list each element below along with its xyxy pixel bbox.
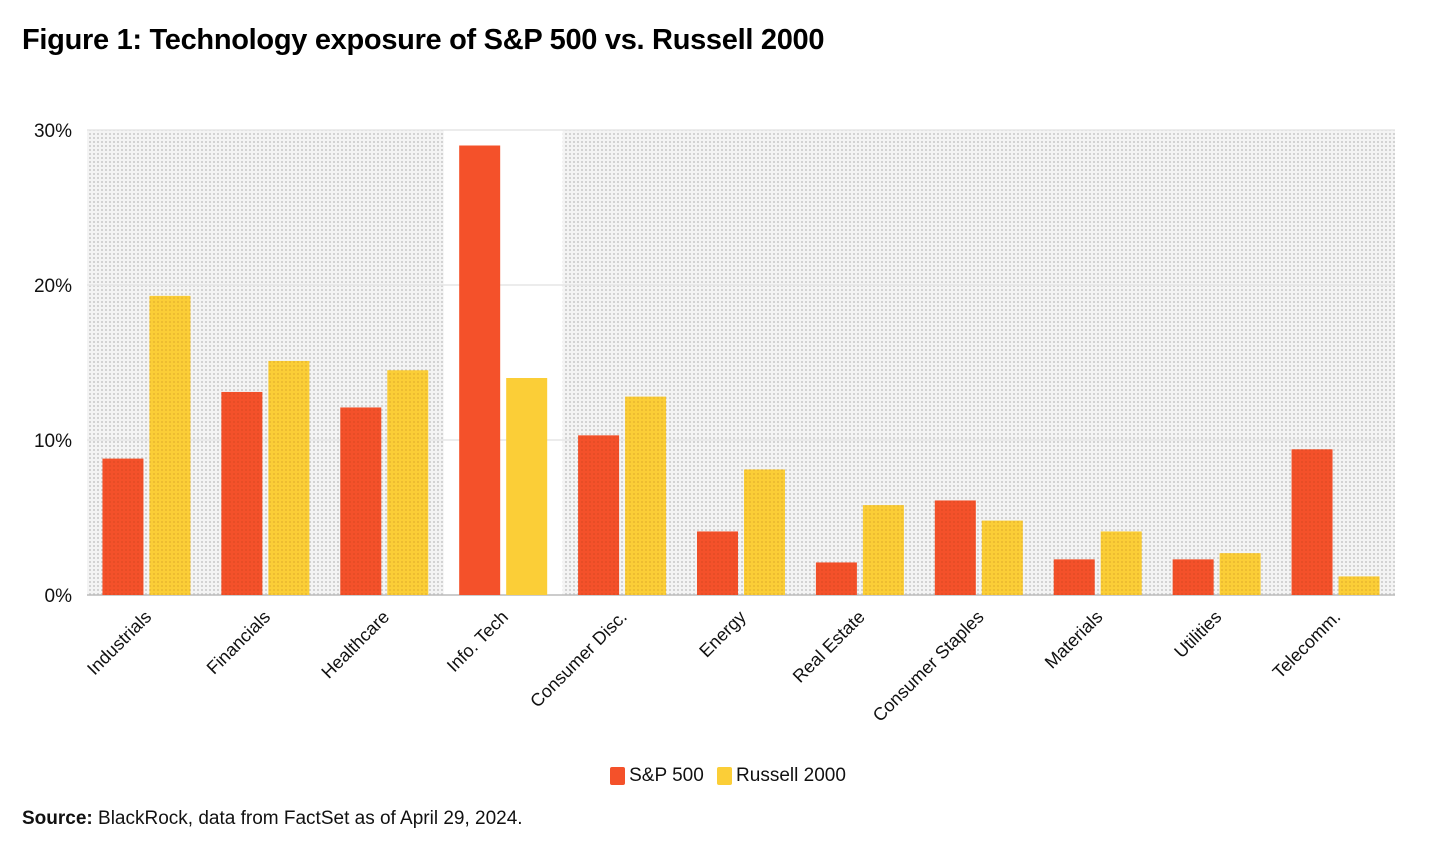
legend-item-sp500: S&P 500 bbox=[610, 765, 704, 787]
bar-texture bbox=[744, 469, 785, 595]
source-label: Source: bbox=[22, 808, 93, 829]
bar-texture bbox=[268, 360, 310, 595]
bar-texture bbox=[1100, 531, 1142, 595]
x-tick-label: Energy bbox=[695, 607, 749, 661]
x-tick-label: Real Estate bbox=[789, 607, 869, 687]
bar-texture bbox=[340, 407, 382, 595]
bar-russell2000 bbox=[506, 378, 548, 595]
x-tick-label: Consumer Staples bbox=[869, 607, 988, 726]
legend: S&P 500 Russell 2000 bbox=[0, 765, 1456, 791]
bar-texture bbox=[862, 505, 904, 595]
bar-texture bbox=[625, 396, 667, 595]
chart-title: Figure 1: Technology exposure of S&P 500… bbox=[22, 24, 825, 56]
x-tick-label: Industrials bbox=[83, 607, 155, 679]
x-tick-label: Utilities bbox=[1170, 607, 1225, 662]
y-tick-label: 30% bbox=[34, 121, 72, 142]
bar-texture bbox=[221, 391, 263, 595]
source-note: Source: BlackRock, data from FactSet as … bbox=[22, 808, 523, 830]
bar-texture bbox=[1219, 553, 1261, 595]
bar-texture bbox=[815, 562, 857, 595]
x-tick-label: Materials bbox=[1041, 607, 1107, 673]
y-tick-label: 20% bbox=[34, 276, 72, 297]
bar-sp500 bbox=[459, 145, 501, 595]
bar-texture bbox=[981, 520, 1023, 595]
bar-texture bbox=[149, 295, 191, 595]
bar-texture bbox=[1172, 559, 1214, 595]
bar-texture bbox=[697, 531, 738, 595]
y-tick-label: 0% bbox=[45, 586, 73, 607]
x-tick-label: Healthcare bbox=[317, 607, 393, 683]
bar-texture bbox=[102, 458, 144, 595]
legend-swatch bbox=[610, 767, 626, 785]
bar-texture bbox=[578, 435, 620, 595]
bar-chart: 0% 10% 20% 30% Industrials Financials Healthca… bbox=[34, 121, 1395, 726]
bar-texture bbox=[1291, 449, 1333, 595]
bar-texture bbox=[1338, 576, 1380, 595]
legend-label: Russell 2000 bbox=[736, 765, 846, 786]
y-tick-label: 10% bbox=[34, 431, 72, 452]
source-text: BlackRock, data from FactSet as of April… bbox=[98, 808, 523, 829]
bar-texture bbox=[934, 500, 976, 595]
bar-texture bbox=[1053, 559, 1095, 595]
x-tick-label: Telecomm. bbox=[1269, 607, 1345, 683]
legend-label: S&P 500 bbox=[629, 765, 704, 786]
bar-texture bbox=[387, 370, 429, 595]
x-tick-label: Consumer Disc. bbox=[526, 607, 631, 712]
x-tick-label: Financials bbox=[203, 607, 274, 678]
legend-swatch bbox=[717, 767, 733, 785]
x-tick-label: Info. Tech bbox=[443, 607, 512, 676]
legend-item-russell2000: Russell 2000 bbox=[717, 765, 846, 787]
